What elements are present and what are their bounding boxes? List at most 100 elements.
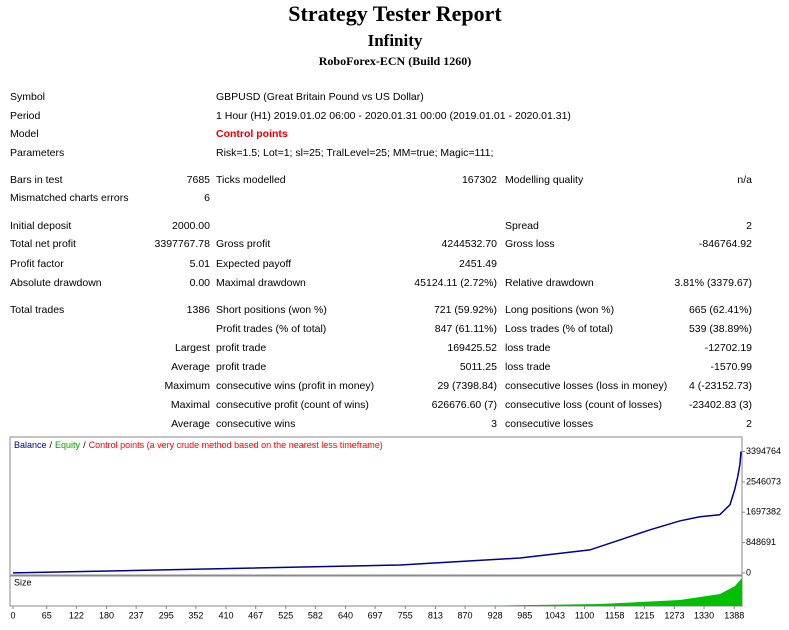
x-tick-label: 928	[488, 610, 503, 620]
stat-label: consecutive losses (loss in money)	[505, 380, 667, 392]
stat-value: Average	[171, 361, 210, 373]
stat-label: Total net profit	[10, 238, 76, 250]
stat-value: 539 (38.89%)	[689, 323, 752, 335]
stat-label: profit trade	[216, 342, 266, 354]
legend: Balance / Equity / Control points (a very cr…	[14, 440, 383, 450]
stat-value: -23402.83 (3)	[689, 399, 752, 411]
stat-label: consecutive loss (count of losses)	[505, 399, 662, 411]
legend-separator: /	[50, 440, 53, 450]
stat-value: 5.01	[190, 258, 211, 270]
info-value: 1 Hour (H1) 2019.01.02 06:00 - 2020.01.3…	[216, 110, 571, 122]
stat-value: 7685	[187, 174, 211, 186]
x-tick-label: 410	[219, 610, 234, 620]
stat-value: 5011.25	[460, 361, 497, 373]
stat-label: Expected payoff	[216, 258, 291, 270]
info-label: Symbol	[10, 91, 45, 103]
stat-value: Maximum	[164, 380, 210, 392]
x-tick-label: 1215	[634, 610, 654, 620]
stat-label: Long positions (won %)	[505, 304, 614, 316]
stat-label: Maximal drawdown	[216, 277, 306, 289]
stat-value: 6	[204, 192, 210, 204]
stat-label: Gross loss	[505, 238, 555, 250]
legend-separator: /	[83, 440, 86, 450]
x-tick-label: 122	[69, 610, 84, 620]
server-name: RoboForex-ECN (Build 1260)	[319, 54, 471, 68]
x-tick-label: 467	[248, 610, 263, 620]
y-tick-label: 0	[746, 567, 751, 577]
stat-value: 2451.49	[459, 258, 497, 270]
x-tick-label: 582	[308, 610, 323, 620]
legend-entry: Balance	[14, 440, 47, 450]
x-tick-label: 237	[129, 610, 144, 620]
stat-value: 4 (-23152.73)	[689, 380, 752, 392]
size-frame	[9, 575, 743, 607]
x-tick-label: 295	[159, 610, 174, 620]
stat-label: Initial deposit	[10, 220, 71, 232]
stat-label: Profit trades (% of total)	[216, 323, 326, 335]
y-tick-label: 848691	[746, 537, 776, 547]
stat-value: 3397767.78	[155, 238, 211, 250]
stat-value: 665 (62.41%)	[689, 304, 752, 316]
stat-label: profit trade	[216, 361, 266, 373]
stat-label: Modelling quality	[505, 174, 584, 186]
x-tick-label: 1273	[664, 610, 684, 620]
stat-value: 3.81% (3379.67)	[674, 277, 752, 289]
stat-label: Total trades	[10, 304, 64, 316]
info-value: Risk=1.5; Lot=1; sl=25; TralLevel=25; MM…	[216, 147, 493, 159]
stat-value: Maximal	[171, 399, 210, 411]
legend-entry: Equity	[55, 440, 81, 450]
stat-value: -1570.99	[711, 361, 753, 373]
stat-label: Mismatched charts errors	[10, 192, 128, 204]
y-tick-label: 2546073	[746, 476, 781, 486]
stat-value: Largest	[175, 342, 210, 354]
x-tick-label: 697	[368, 610, 383, 620]
expert-name: Infinity	[368, 31, 423, 50]
stat-label: Ticks modelled	[216, 174, 286, 186]
stat-label: consecutive wins	[216, 418, 295, 430]
stat-label: Gross profit	[216, 238, 270, 250]
x-tick-label: 65	[42, 610, 52, 620]
stat-value: 3	[491, 418, 497, 430]
stat-label: consecutive losses	[505, 418, 593, 430]
y-tick-label: 3394764	[746, 446, 781, 456]
info-value: Control points	[216, 128, 288, 140]
stat-value: 2000.00	[172, 220, 210, 232]
legend-entry: Control points (a very crude method base…	[89, 440, 383, 450]
stat-label: Loss trades (% of total)	[505, 323, 613, 335]
x-tick-label: 1100	[575, 610, 594, 620]
graph-frame	[9, 436, 743, 576]
stat-value: n/a	[737, 174, 752, 186]
info-value: GBPUSD (Great Britain Pound vs US Dollar…	[216, 91, 424, 103]
x-tick-label: 525	[278, 610, 293, 620]
x-tick-label: 0	[10, 610, 15, 620]
info-label: Period	[10, 110, 41, 122]
stat-value: 626676.60 (7)	[432, 399, 497, 411]
x-tick-label: 180	[99, 610, 114, 620]
stat-label: consecutive profit (count of wins)	[216, 399, 369, 411]
x-tick-label: 1330	[694, 610, 714, 620]
stat-value: 4244532.70	[442, 238, 498, 250]
y-tick-label: 1697382	[746, 507, 781, 517]
stat-label: Spread	[505, 220, 539, 232]
info-label: Parameters	[10, 147, 64, 159]
x-tick-label: 1388	[724, 610, 744, 620]
stat-value: 0.00	[190, 277, 211, 289]
stat-label: loss trade	[505, 342, 551, 354]
x-tick-label: 1158	[605, 610, 624, 620]
stat-label: loss trade	[505, 361, 551, 373]
stat-value: 45124.11 (2.72%)	[414, 277, 497, 289]
report-title: Strategy Tester Report	[288, 1, 502, 26]
stat-label: Short positions (won %)	[216, 304, 327, 316]
size-area	[470, 578, 742, 606]
x-tick-label: 640	[338, 610, 353, 620]
stat-value: 2	[746, 418, 752, 430]
stat-value: -846764.92	[699, 238, 752, 250]
stat-label: Relative drawdown	[505, 277, 594, 289]
stat-value: 29 (7398.84)	[437, 380, 497, 392]
x-tick-label: 1043	[545, 610, 565, 620]
stat-value: 1386	[187, 304, 211, 316]
size-label: Size	[14, 577, 32, 587]
stat-value: 169425.52	[447, 342, 497, 354]
stat-label: Absolute drawdown	[10, 277, 102, 289]
